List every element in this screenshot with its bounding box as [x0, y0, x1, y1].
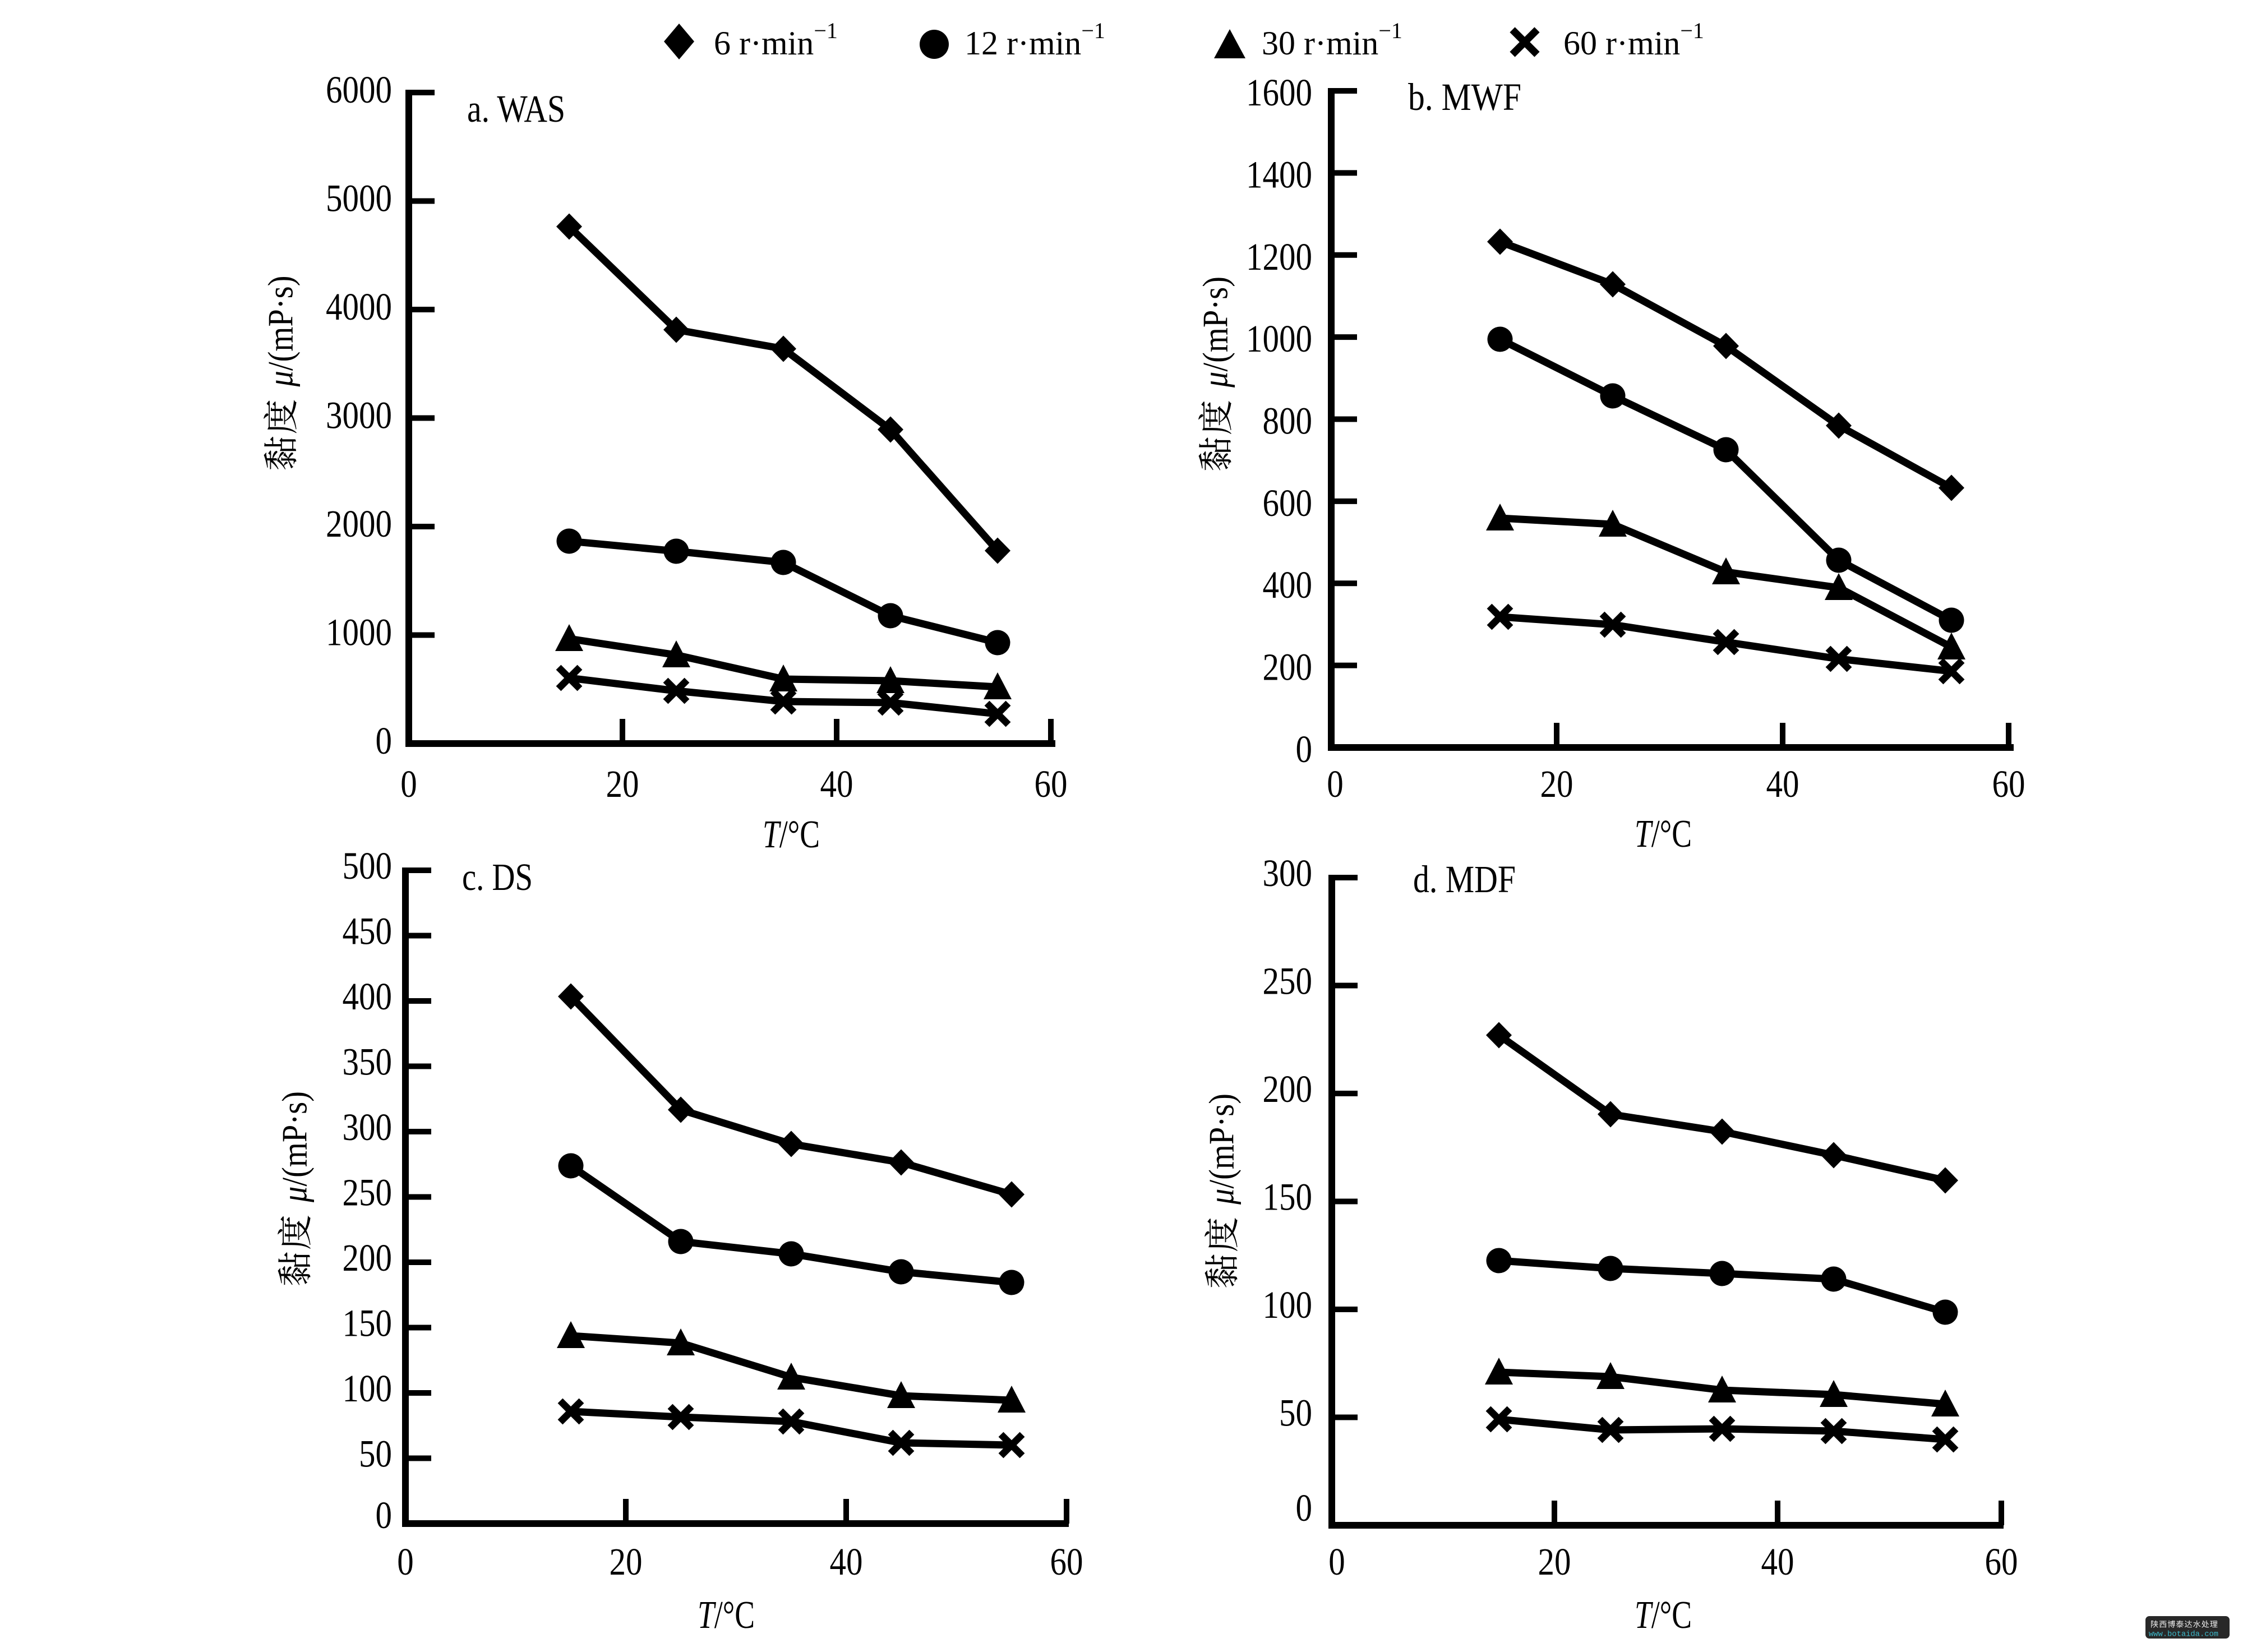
svg-text:T/°C: T/°C [1635, 813, 1692, 856]
svg-text:100: 100 [343, 1367, 393, 1410]
svg-text:60: 60 [1992, 763, 2025, 805]
svg-text:600: 600 [1263, 482, 1313, 524]
svg-text:6000: 6000 [326, 68, 392, 111]
svg-text:50: 50 [359, 1433, 392, 1475]
svg-text:0: 0 [1328, 1540, 1345, 1583]
svg-text:μ/(mP·s): μ/(mP·s) [1202, 1093, 1242, 1205]
svg-text:200: 200 [1263, 646, 1313, 689]
svg-text:0: 0 [1296, 728, 1313, 770]
svg-text:1400: 1400 [1246, 153, 1312, 196]
svg-text:2000: 2000 [326, 502, 392, 545]
svg-text:4000: 4000 [326, 285, 392, 328]
svg-text:μ/(mP·s): μ/(mP·s) [261, 276, 301, 387]
svg-text:150: 150 [1263, 1176, 1313, 1219]
svg-text:60: 60 [1035, 763, 1068, 805]
svg-text:0: 0 [397, 1540, 414, 1583]
svg-text:1200: 1200 [1246, 236, 1312, 278]
svg-text:0: 0 [1296, 1487, 1313, 1529]
svg-text:450: 450 [343, 910, 393, 953]
svg-text:400: 400 [343, 975, 393, 1018]
svg-text:T/°C: T/°C [698, 1594, 755, 1637]
svg-text:500: 500 [343, 845, 393, 887]
svg-text:0: 0 [400, 763, 417, 805]
svg-text:60: 60 [1050, 1540, 1083, 1583]
svg-text:5000: 5000 [326, 177, 392, 220]
svg-text:3000: 3000 [326, 394, 392, 437]
svg-text:300: 300 [343, 1106, 393, 1148]
svg-text:b. MWF: b. MWF [1408, 76, 1521, 118]
svg-text:40: 40 [1766, 763, 1799, 805]
svg-text:T/°C: T/°C [1635, 1594, 1692, 1637]
svg-text:100: 100 [1263, 1284, 1313, 1326]
svg-text:0: 0 [376, 1494, 393, 1536]
svg-text:1000: 1000 [326, 611, 392, 654]
svg-text:20: 20 [606, 763, 639, 805]
svg-text:200: 200 [343, 1236, 393, 1279]
svg-text:1600: 1600 [1246, 71, 1312, 114]
svg-text:20: 20 [610, 1540, 643, 1583]
svg-text:300: 300 [1263, 852, 1313, 894]
svg-text:1000: 1000 [1246, 317, 1312, 360]
svg-text:a. WAS: a. WAS [467, 87, 565, 130]
svg-text:200: 200 [1263, 1068, 1313, 1110]
svg-text:μ/(mP·s): μ/(mP·s) [275, 1091, 315, 1203]
svg-text:400: 400 [1263, 564, 1313, 606]
svg-text:50: 50 [1279, 1392, 1312, 1434]
svg-text:20: 20 [1538, 1540, 1571, 1583]
svg-text:250: 250 [343, 1171, 393, 1214]
svg-text:c. DS: c. DS [462, 856, 533, 898]
svg-text:350: 350 [343, 1041, 393, 1083]
svg-text:800: 800 [1263, 400, 1313, 442]
svg-text:d. MDF: d. MDF [1413, 858, 1516, 901]
svg-text:40: 40 [1761, 1540, 1794, 1583]
svg-text:www.botaida.com: www.botaida.com [2149, 1630, 2218, 1639]
svg-text:250: 250 [1263, 960, 1313, 1003]
svg-text:0: 0 [1327, 763, 1344, 805]
svg-text:T/°C: T/°C [763, 813, 820, 856]
svg-text:60 r·min−1: 60 r·min−1 [1563, 18, 1704, 62]
svg-text:0: 0 [376, 719, 393, 762]
svg-text:40: 40 [830, 1540, 863, 1583]
svg-text:40: 40 [820, 763, 853, 805]
svg-text:150: 150 [343, 1302, 393, 1345]
svg-text:20: 20 [1540, 763, 1573, 805]
svg-text:60: 60 [1985, 1540, 2018, 1583]
svg-text:μ/(mP·s): μ/(mP·s) [1196, 276, 1235, 388]
